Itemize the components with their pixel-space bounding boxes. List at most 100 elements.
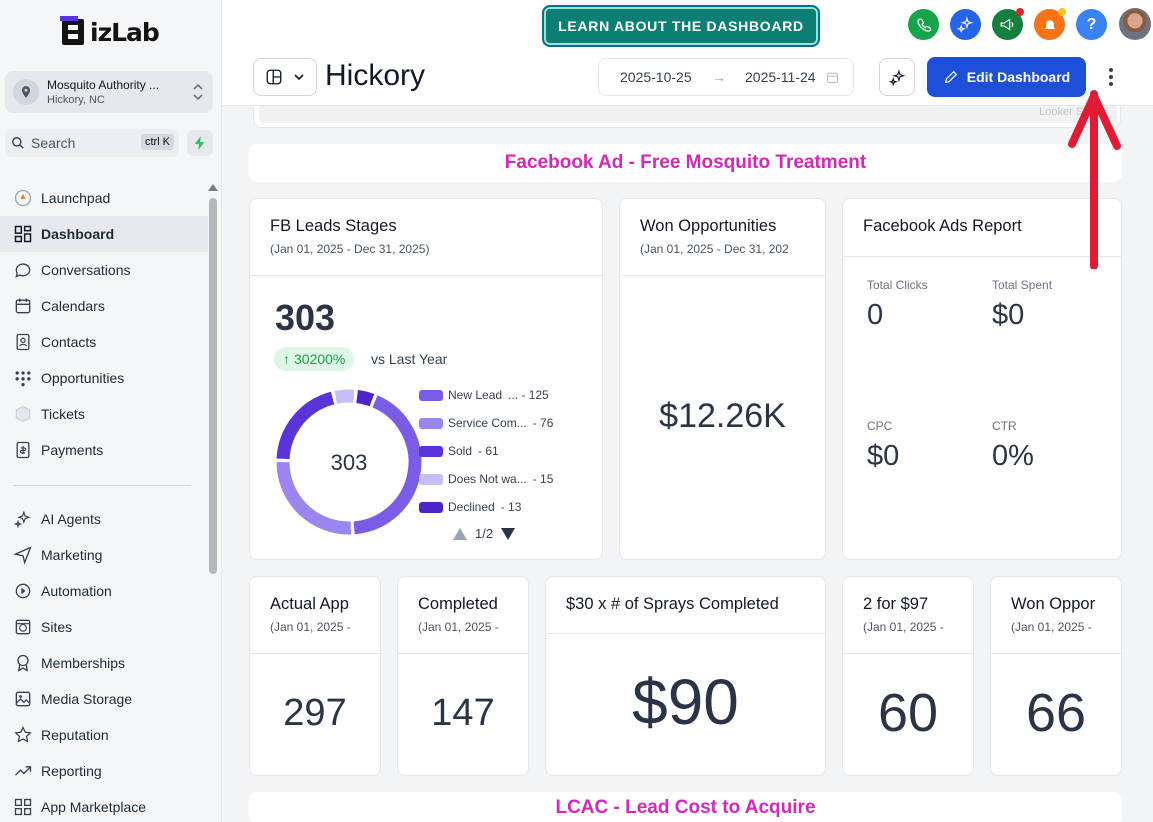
help-button[interactable]: ? (1076, 9, 1107, 40)
triangle-up-icon[interactable] (453, 527, 467, 540)
layout-icon (266, 69, 282, 85)
sidebar-item-marketing[interactable]: Marketing (0, 537, 208, 573)
search-label: Search (31, 135, 76, 151)
ai-assistant-button[interactable] (950, 9, 981, 40)
kpi-card-completed: Completed (Jan 01, 2025 - 147 (397, 576, 529, 776)
sidebar-item-sites[interactable]: Sites (0, 609, 208, 645)
card-header: Facebook Ads Report (843, 199, 1121, 257)
sidebar-item-launchpad[interactable]: Launchpad (0, 180, 208, 216)
donut-slice-3[interactable] (334, 389, 355, 404)
trend-icon (15, 766, 32, 776)
logo-mark-icon (60, 16, 90, 48)
sidebar-item-media-storage[interactable]: Media Storage (0, 681, 208, 717)
sidebar-divider (13, 485, 191, 486)
ctr-label: CTR (992, 419, 1017, 433)
card-title: Completed (418, 595, 498, 613)
legend-item[interactable]: Sold - 61 (419, 444, 499, 458)
sidebar-item-dashboard[interactable]: Dashboard (0, 216, 208, 252)
sidebar-item-contacts[interactable]: Contacts (0, 324, 208, 360)
dashboard-header: Hickory 2025-10-25 → 2025-11-24 Edit Das… (222, 50, 1153, 106)
image-icon (15, 691, 31, 707)
legend-label: Sold (448, 444, 473, 458)
phone-button[interactable] (908, 9, 939, 40)
legend-swatch (419, 473, 443, 485)
sidebar-search[interactable]: Search ctrl K (5, 129, 179, 157)
sidebar-item-memberships[interactable]: Memberships (0, 645, 208, 681)
donut-slice-2[interactable] (276, 391, 335, 460)
sidebar-item-label: App Marketplace (41, 799, 147, 815)
payments-icon (16, 441, 30, 459)
edit-dashboard-label: Edit Dashboard (966, 69, 1071, 85)
account-switcher[interactable]: Mosquito Authority ... Hickory, NC (5, 71, 213, 113)
user-avatar[interactable] (1119, 8, 1151, 40)
card-title: Facebook Ads Report (863, 217, 1022, 235)
total-clicks-value: 0 (867, 299, 884, 331)
rocket-icon (14, 189, 32, 207)
sidebar-item-opportunities[interactable]: Opportunities (0, 360, 208, 396)
donut-slice-4[interactable] (356, 390, 375, 407)
announcements-button[interactable] (992, 8, 1024, 40)
search-shortcut: ctrl K (140, 134, 174, 150)
sparkle-icon (13, 510, 31, 529)
sidebar-item-conversations[interactable]: Conversations (0, 252, 208, 288)
card-date-range: (Jan 01, 2025 - (270, 620, 351, 634)
card-date-range: (Jan 01, 2025 - (863, 620, 944, 634)
sidebar-item-label: Opportunities (41, 370, 125, 386)
top-bar: LEARN ABOUT THE DASHBOARD ? (222, 0, 1153, 50)
won-opportunities-card: Won Opportunities (Jan 01, 2025 - Dec 31… (619, 198, 826, 560)
location-pin-icon (13, 79, 39, 105)
cpc-label: CPC (867, 419, 893, 433)
bizlab-logo[interactable]: izLab (60, 14, 160, 50)
sidebar-item-reporting[interactable]: Reporting (0, 753, 208, 789)
sidebar-item-label: Memberships (41, 655, 126, 671)
sidebar-item-label: Marketing (41, 547, 103, 563)
arrow-up-icon: ↑ (283, 351, 290, 367)
scroll-up-arrow[interactable] (208, 184, 218, 191)
legend-item[interactable]: Does Not wa... - 15 (419, 472, 553, 486)
learn-dashboard-label: LEARN ABOUT THE DASHBOARD (558, 18, 804, 34)
triangle-down-icon[interactable] (501, 527, 516, 540)
sidebar-item-label: Conversations (41, 262, 131, 278)
contacts-icon (16, 333, 30, 351)
card-header: Won Oppor (Jan 01, 2025 - (991, 577, 1121, 654)
sidebar-item-label: Reputation (41, 727, 109, 743)
sidebar-item-payments[interactable]: Payments (0, 432, 208, 468)
change-badge: ↑ 30200% (274, 347, 355, 371)
card-title: Won Oppor (1011, 595, 1096, 613)
card-date-range: (Jan 01, 2025 - Dec 31, 2025) (270, 242, 430, 256)
sidebar-item-calendars[interactable]: Calendars (0, 288, 208, 324)
legend-item[interactable]: Service Com... - 76 (419, 416, 553, 430)
sidebar-item-label: Calendars (41, 298, 105, 314)
sidebar-item-tickets[interactable]: Tickets (0, 396, 208, 432)
ctr-value: 0% (992, 440, 1034, 472)
sidebar-item-ai-agents[interactable]: AI Agents (0, 501, 208, 537)
date-range-picker[interactable]: 2025-10-25 → 2025-11-24 (598, 58, 854, 96)
donut-slice-0[interactable] (353, 395, 422, 535)
donut-slice-1[interactable] (276, 461, 352, 535)
learn-dashboard-button[interactable]: LEARN ABOUT THE DASHBOARD (542, 5, 820, 47)
looker-frame: Looker Studio (259, 106, 1117, 123)
legend-value: - 61 (478, 444, 499, 458)
won-opportunities-value: $12.26K (659, 397, 786, 435)
lightning-icon (194, 136, 205, 150)
sidebar-nav-primary: Launchpad Dashboard Conversations Calend… (0, 180, 208, 468)
sidebar-item-app-marketplace[interactable]: App Marketplace (0, 789, 208, 822)
legend-item[interactable]: Declined - 13 (419, 500, 521, 514)
total-spent-label: Total Spent (992, 278, 1053, 292)
calendar-icon (15, 298, 31, 314)
card-title: $30 x # of Sprays Completed (566, 595, 779, 613)
more-options-icon[interactable] (1108, 67, 1114, 87)
sidebar-item-reputation[interactable]: Reputation (0, 717, 208, 753)
ai-insights-button[interactable] (879, 58, 915, 96)
legend-item[interactable]: New Lead ... - 125 (419, 388, 549, 402)
sidebar-scrollbar[interactable] (209, 198, 217, 574)
dashboard-switcher[interactable] (253, 58, 317, 96)
logo-text: izLab (90, 17, 160, 47)
kpi-card-2-for-97: 2 for $97 (Jan 01, 2025 - 60 (842, 576, 974, 776)
sidebar-item-automation[interactable]: Automation (0, 573, 208, 609)
quick-actions-button[interactable] (187, 130, 213, 156)
sparkle-icon (957, 16, 974, 33)
edit-dashboard-button[interactable]: Edit Dashboard (927, 57, 1086, 97)
sidebar-item-label: Reporting (41, 763, 102, 779)
notifications-button[interactable] (1034, 8, 1066, 40)
